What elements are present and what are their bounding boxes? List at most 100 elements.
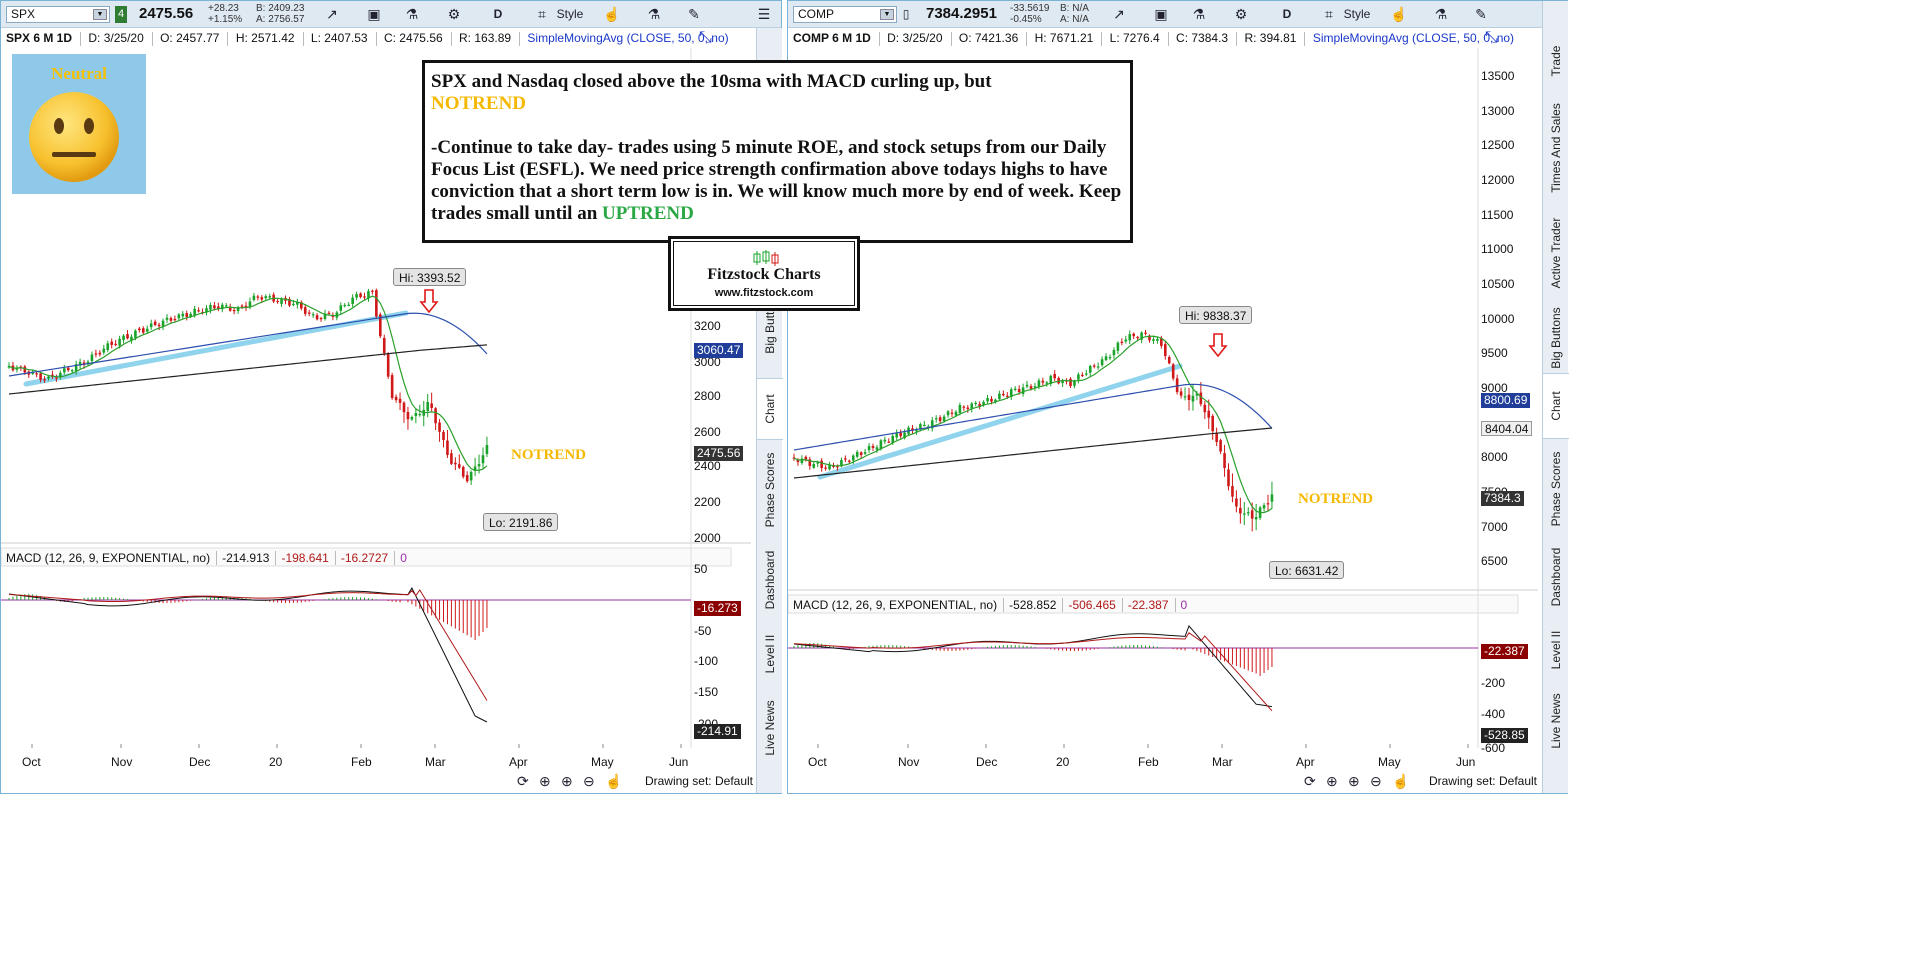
candle-body [1231,486,1234,497]
side-tab-big-buttons[interactable]: Big Buttons [1543,303,1569,373]
macd-study-header[interactable]: MACD (12, 26, 9, EXPONENTIAL, no) -214.91… [6,549,413,567]
side-tab-level-ii[interactable]: Level II [757,620,783,688]
candle-body [438,422,441,432]
side-tab-chart[interactable]: Chart [757,378,783,440]
bar-range: R: 163.89 [459,31,512,45]
snapshot-icon[interactable]: ▣ [1154,6,1168,22]
scroll-icon[interactable]: ⟳ [1304,773,1316,789]
side-tab-strip: Trade Times And Sales Active Trader Big But… [1542,1,1569,793]
candle-body [134,330,137,338]
candle-body [840,460,843,467]
link-group-badge[interactable]: 4 [115,6,127,23]
candle-body [359,293,362,298]
side-tab-live-news[interactable]: Live News [1543,685,1569,757]
price-axis-tick: 2400 [694,459,721,473]
price-axis-tick: 3200 [694,319,721,333]
pan-icon[interactable]: ☝ [1392,773,1410,789]
side-tab-dashboard[interactable]: Dashboard [1543,539,1569,615]
zoom-out-icon[interactable]: ⊖ [1370,773,1382,789]
candle-body [930,420,934,429]
bar-open: O: 2457.77 [160,31,220,45]
macd-axis-tick: -100 [694,654,718,668]
gear-icon[interactable]: ⚙ [447,6,461,22]
candle-body [406,411,410,420]
candle-body [982,401,985,406]
symbol-selector[interactable]: COMP ▼ [793,6,897,23]
bar-high: H: 2571.42 [235,31,295,45]
candle-body [228,306,232,311]
candle-body [205,308,208,313]
chevron-down-icon[interactable]: ▼ [93,9,107,20]
scroll-icon[interactable]: ⟳ [517,773,529,789]
pointer-icon[interactable]: ☝ [1390,6,1408,22]
candle-body [319,318,323,320]
spx-chart-canvas[interactable]: 3200 3000 2800 2600 2400 2200 2000 50 -50 -100 -15… [1,48,757,770]
macd-axis-tick: -400 [1481,707,1505,721]
zoom-out-icon[interactable]: ⊖ [583,773,595,789]
price-axis-tick: 13500 [1481,69,1515,83]
side-tab-live-news[interactable]: Live News [757,688,783,768]
drawings-icon[interactable]: ✎ [688,6,700,22]
collapse-icon[interactable]: ⤡ [699,29,712,46]
side-tab-chart[interactable]: Chart [1543,373,1569,439]
pointer-icon[interactable]: ☝ [603,6,621,22]
study-label[interactable]: SimpleMovingAvg (CLOSE, 50, 0, no) [527,31,729,45]
style-icon[interactable]: ⌗ [538,6,546,22]
side-tab-phase-scores[interactable]: Phase Scores [757,440,783,540]
flask-icon[interactable]: ⚗ [405,6,419,22]
flask-icon[interactable]: ⚗ [1192,6,1206,22]
candlestick-logo-icon [753,250,779,266]
candle-body [836,466,839,468]
candle-body [915,430,918,432]
studies-flask-icon[interactable]: ⚗ [647,6,661,22]
side-tab-times-and-sales[interactable]: Times And Sales [1543,93,1569,203]
share-icon[interactable]: ↗ [326,6,338,22]
timeframe-button[interactable]: D [1282,7,1292,21]
candle-body [950,412,954,414]
side-tab-phase-scores[interactable]: Phase Scores [1543,439,1569,539]
side-tab-label: Big Buttons [1549,307,1563,369]
lock-icon[interactable]: ▯ [902,7,910,21]
drawings-icon[interactable]: ✎ [1475,6,1487,22]
study-label[interactable]: SimpleMovingAvg (CLOSE, 50, 0, no) [1312,31,1515,45]
crosshair-icon[interactable]: ⊕ [1326,773,1338,789]
side-tab-label: Live News [1549,693,1563,749]
menu-icon[interactable]: ☰ [757,6,771,22]
share-icon[interactable]: ↗ [1113,6,1125,22]
candle-body [1120,341,1124,344]
zoom-in-icon[interactable]: ⊕ [1348,773,1360,789]
candle-body [974,402,977,405]
crosshair-icon[interactable]: ⊕ [539,773,551,789]
style-menu[interactable]: Style [556,7,584,21]
studies-flask-icon[interactable]: ⚗ [1434,6,1448,22]
symbol-selector[interactable]: SPX ▼ [6,6,110,23]
drawing-set-menu[interactable]: Drawing set: Default [644,774,753,788]
side-tab-active-trader[interactable]: Active Trader [1543,203,1569,303]
collapse-icon[interactable]: ⤡ [1485,29,1498,46]
side-tab-trade[interactable]: Trade [1543,29,1569,93]
macd-study-header[interactable]: MACD (12, 26, 9, EXPONENTIAL, no) -528.85… [793,596,1193,614]
style-icon[interactable]: ⌗ [1325,6,1333,22]
month-label: Oct [22,755,41,769]
macd-study-name: MACD (12, 26, 9, EXPONENTIAL, no) [793,598,998,612]
snapshot-icon[interactable]: ▣ [367,6,381,22]
chart-info-bar: COMP 6 M 1D D: 3/25/20 O: 7421.36 H: 767… [788,28,1567,48]
chevron-down-icon[interactable]: ▼ [880,9,894,20]
last-price: 7384.2951 [926,5,997,22]
candle-body [74,364,78,372]
side-tab-dashboard[interactable]: Dashboard [757,540,783,620]
zoom-in-icon[interactable]: ⊕ [561,773,573,789]
style-menu[interactable]: Style [1343,7,1371,21]
last-price: 2475.56 [139,5,194,22]
gear-icon[interactable]: ⚙ [1234,6,1248,22]
timeframe-button[interactable]: D [493,7,503,21]
candle-body [804,456,808,461]
side-tab-level-ii[interactable]: Level II [1543,615,1569,685]
comp-chart-canvas[interactable]: 13500 13000 12500 12000 11500 11000 10500 10000… [788,48,1543,770]
sma-50-line [8,312,488,377]
drawing-set-menu[interactable]: Drawing set: Default [1428,774,1537,788]
month-label: Feb [1138,755,1159,769]
candle-body [315,315,319,320]
candle-body [1266,503,1270,505]
pan-icon[interactable]: ☝ [605,773,623,789]
